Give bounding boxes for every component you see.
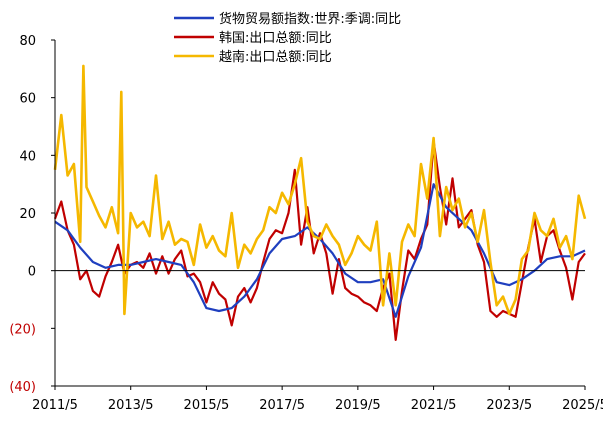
y-tick-label: 40 [19, 149, 36, 164]
x-tick-label: 2011/5 [32, 398, 78, 413]
series-line-1 [53, 139, 586, 341]
axes: 80 60 40 20 0 (20) (40) 2011/5 2013/5 2015/5 2017/… [9, 34, 603, 413]
x-tick-label: 2019/5 [335, 398, 381, 413]
y-tick-label: 60 [19, 92, 36, 107]
series-layer [53, 64, 587, 341]
legend-label-1: 韩国:出口总额:同比 [219, 31, 332, 46]
y-tick-label: 80 [19, 34, 36, 49]
x-tick-label: 2015/5 [184, 398, 230, 413]
x-tick-label: 2013/5 [108, 398, 154, 413]
legend-label-2: 越南:出口总额:同比 [219, 49, 332, 65]
y-tick-label: 20 [19, 207, 36, 222]
x-tick-label: 2017/5 [259, 398, 305, 413]
x-tick-label: 2021/5 [411, 398, 457, 413]
series-line-0 [54, 183, 586, 318]
legend-label-0: 货物贸易额指数:世界:季调:同比 [219, 11, 401, 27]
y-tick-label: (20) [9, 322, 36, 337]
series-line-2 [53, 64, 587, 316]
x-tick-label: 2023/5 [486, 398, 532, 413]
x-tick-label: 2025/5 [562, 398, 603, 413]
y-tick-label: (40) [9, 380, 36, 395]
y-tick-label: 0 [28, 265, 36, 280]
